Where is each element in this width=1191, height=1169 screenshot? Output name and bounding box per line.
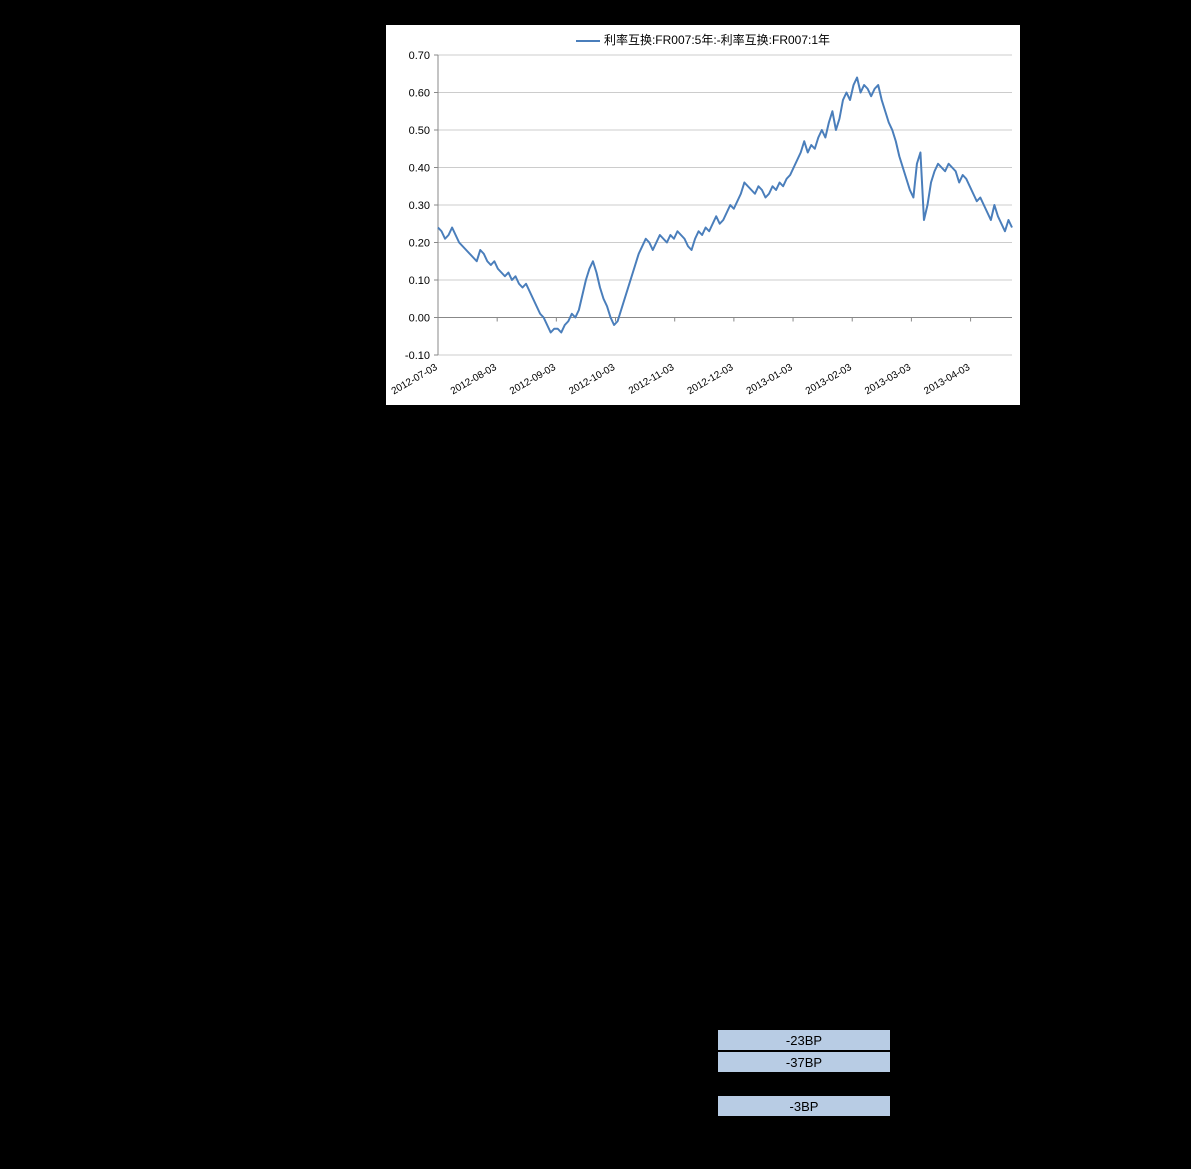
- svg-text:2012-12-03: 2012-12-03: [686, 362, 736, 397]
- svg-text:2012-07-03: 2012-07-03: [390, 362, 440, 397]
- svg-text:0.40: 0.40: [409, 163, 430, 175]
- svg-text:-0.10: -0.10: [405, 350, 430, 362]
- svg-text:2013-02-03: 2013-02-03: [804, 362, 854, 397]
- svg-text:0.30: 0.30: [409, 200, 430, 212]
- svg-text:2012-11-03: 2012-11-03: [627, 362, 677, 397]
- data-cell: -37BP: [717, 1051, 891, 1073]
- data-cell: -3BP: [717, 1095, 891, 1117]
- svg-text:0.60: 0.60: [409, 88, 430, 100]
- chart-plot: -0.10 0.00 0.10 0.20 0.30 0.40 0.50 0.60 0.70 201…: [386, 25, 1022, 407]
- svg-text:2013-03-03: 2013-03-03: [863, 362, 913, 397]
- svg-text:0.10: 0.10: [409, 275, 430, 287]
- svg-text:2013-04-03: 2013-04-03: [922, 362, 972, 397]
- chart-legend: 利率互换:FR007:5年:-利率互换:FR007:1年: [386, 31, 1020, 48]
- legend-line-swatch: [576, 40, 600, 42]
- svg-text:0.00: 0.00: [409, 313, 430, 325]
- svg-text:2012-09-03: 2012-09-03: [508, 362, 558, 397]
- svg-text:2012-10-03: 2012-10-03: [567, 362, 617, 397]
- legend-label: 利率互换:FR007:5年:-利率互换:FR007:1年: [604, 33, 830, 47]
- svg-text:0.50: 0.50: [409, 125, 430, 137]
- svg-text:2012-08-03: 2012-08-03: [449, 362, 499, 397]
- svg-text:0.70: 0.70: [409, 50, 430, 62]
- line-chart: 利率互换:FR007:5年:-利率互换:FR007:1年 -0.10 0.00 0.…: [385, 24, 1021, 406]
- data-cell: -23BP: [717, 1029, 891, 1051]
- svg-text:0.20: 0.20: [409, 238, 430, 250]
- svg-text:2013-01-03: 2013-01-03: [745, 362, 795, 397]
